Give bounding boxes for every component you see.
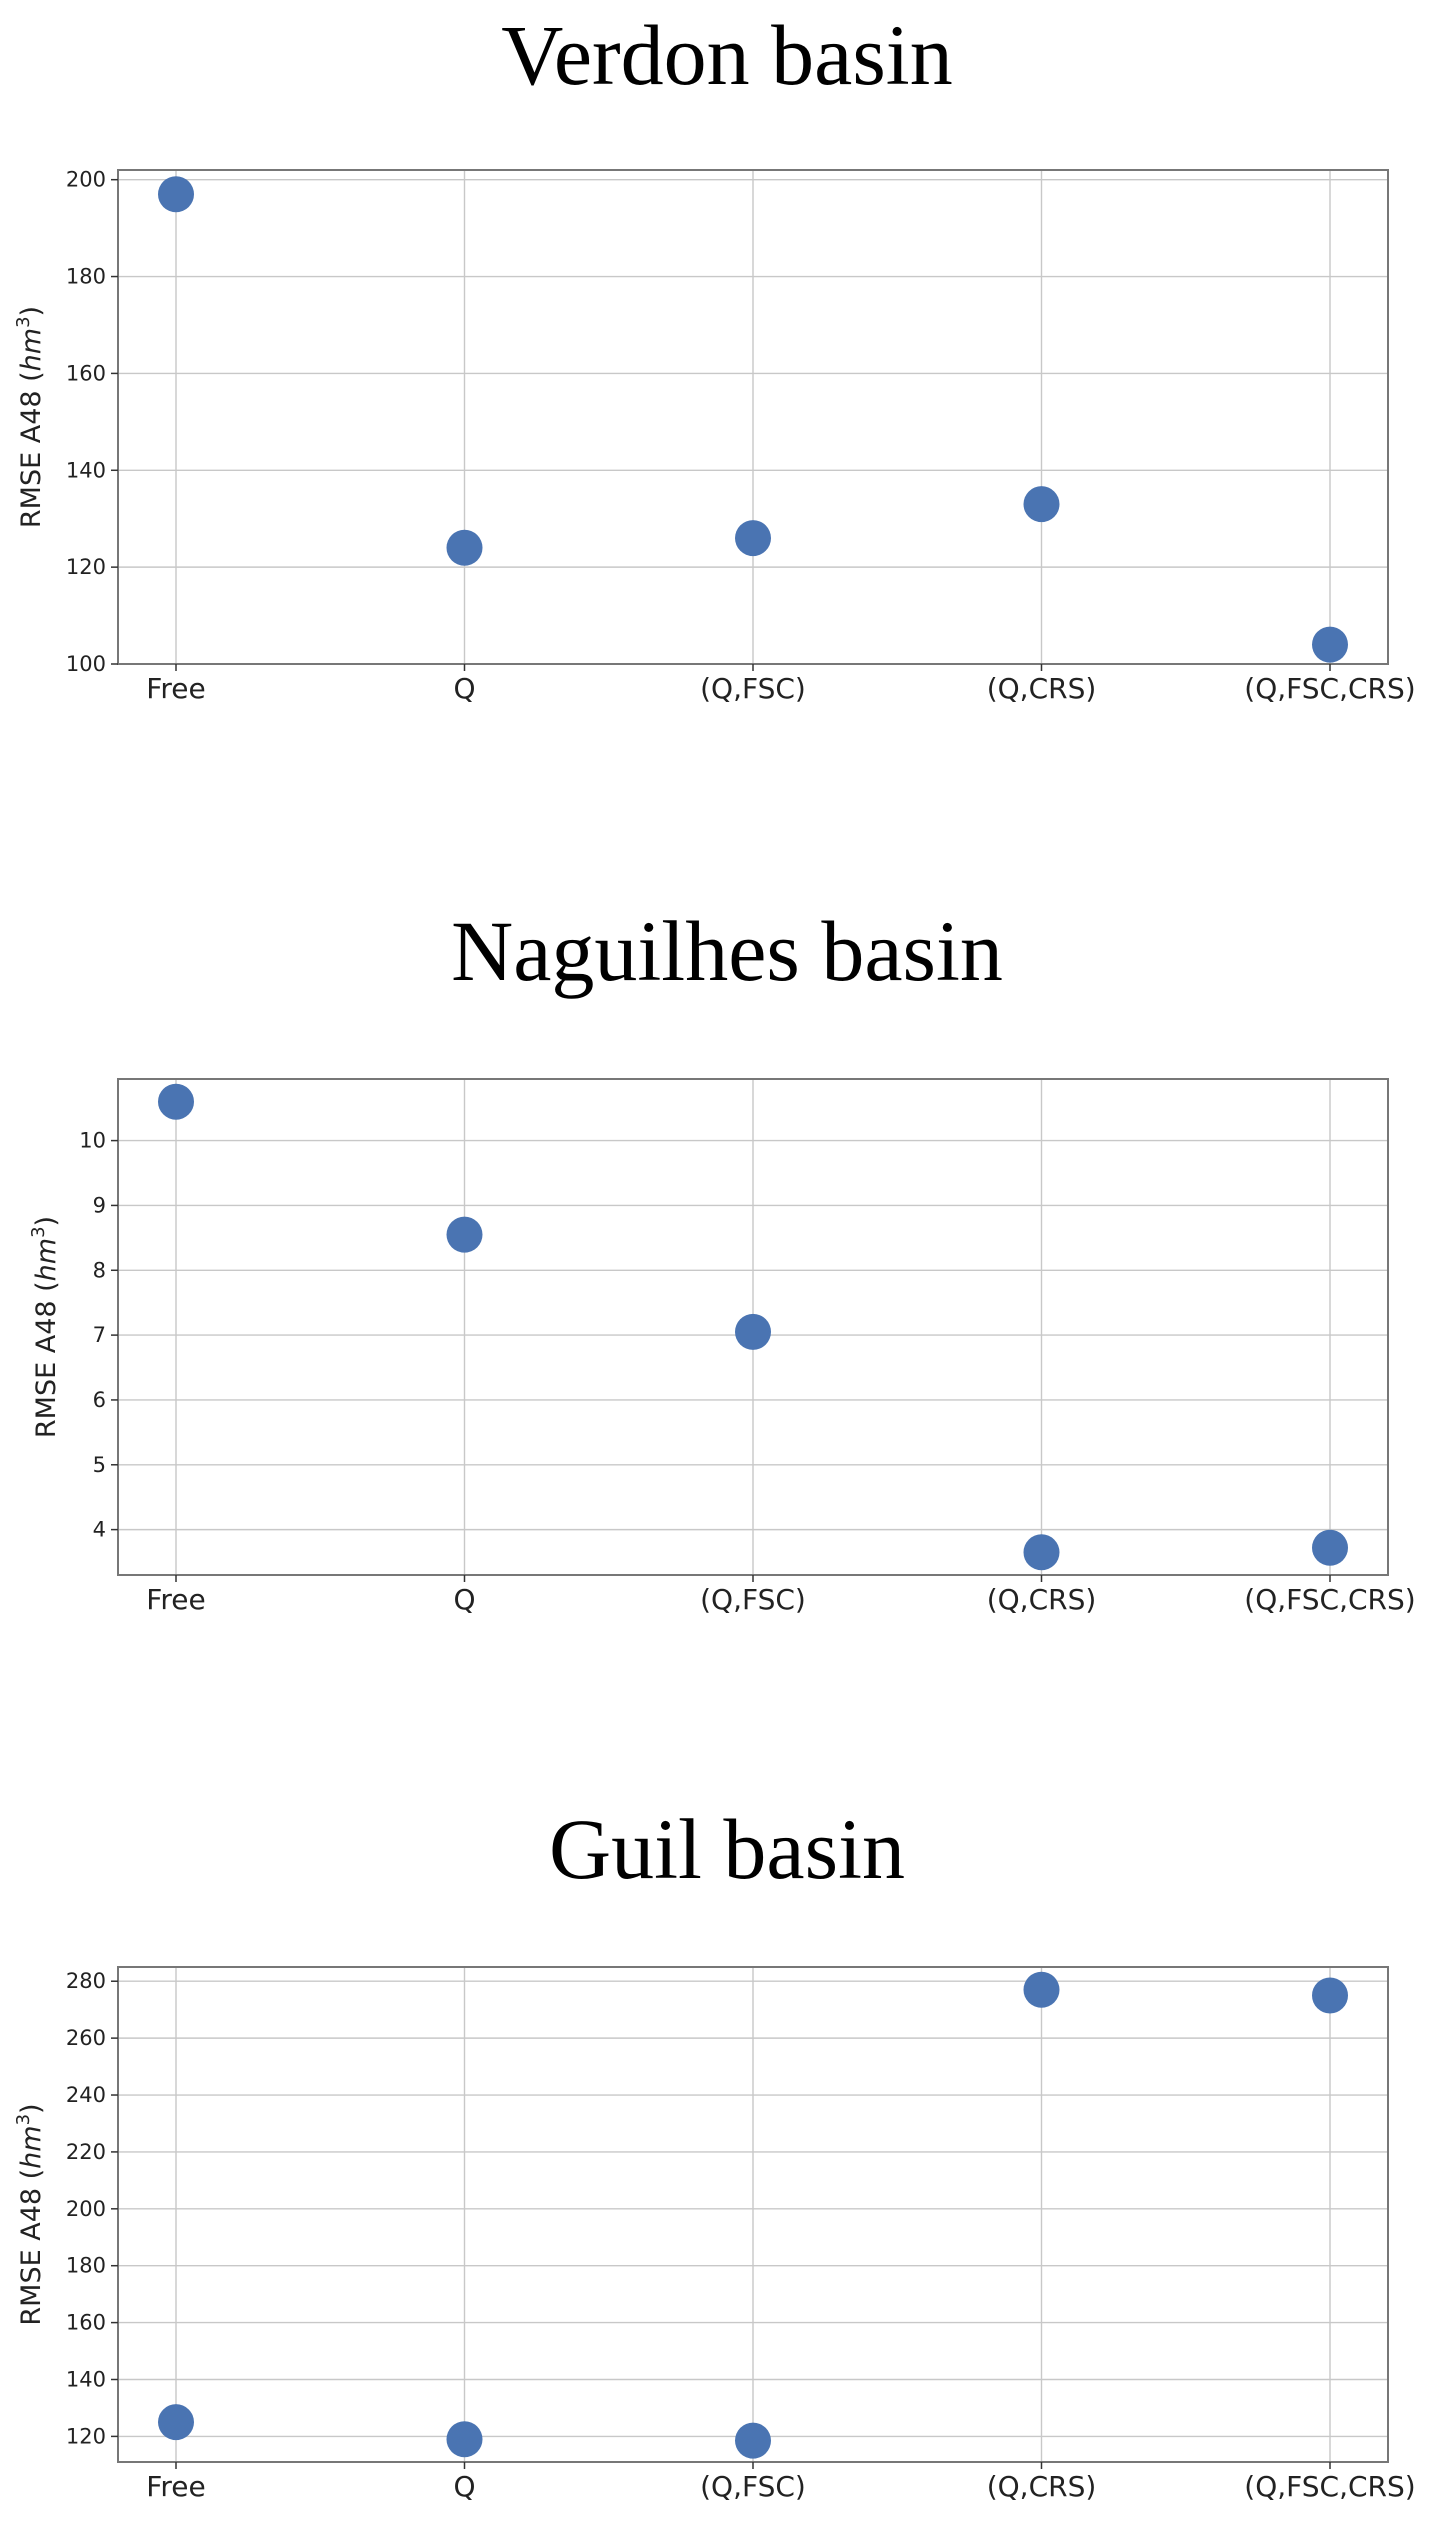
x-tick-label: Q: [453, 1583, 475, 1616]
y-tick-label: 120: [66, 555, 106, 579]
data-point: [1023, 1534, 1060, 1571]
y-axis-label-unit: hm: [16, 2125, 47, 2168]
y-axis-label-close: ): [31, 1216, 62, 1227]
y-tick-label: 180: [66, 2254, 106, 2278]
chart-title: Guil basin: [549, 1801, 905, 1897]
chart-title: Verdon basin: [501, 7, 953, 103]
x-tick-label: (Q,FSC,CRS): [1244, 672, 1415, 705]
data-point: [1312, 1529, 1348, 1566]
y-tick-label: 5: [93, 1453, 106, 1477]
x-tick-label: Q: [453, 672, 475, 705]
y-axis-label-unit: hm: [16, 328, 47, 371]
y-tick-label: 160: [66, 361, 106, 385]
x-tick-label: Q: [453, 2470, 475, 2503]
y-tick-label: 7: [93, 1323, 106, 1347]
data-point: [446, 529, 483, 566]
y-tick-label: 9: [93, 1193, 106, 1217]
y-axis-label-exponent: 3: [13, 2114, 34, 2125]
data-point: [158, 176, 194, 213]
x-tick-label: Free: [146, 2470, 205, 2503]
chart-naguilhes: 4 5 6 7 8 9 10 Free Q (Q,FSC) (Q,CRS) (Q,FSC,CRS) RM…: [28, 1078, 1416, 1616]
y-axis-label: RMSE A48 (hm3): [13, 306, 47, 528]
x-tick-label: Free: [146, 672, 205, 705]
y-tick-label: 140: [66, 458, 106, 482]
y-tick-label: 120: [66, 2424, 106, 2448]
x-tick-label: (Q,FSC): [700, 672, 806, 705]
chart-verdon: 100 120 140 160 180 200 Free Q (Q,FSC) (Q,CRS) (Q,…: [13, 168, 1416, 705]
y-axis-label-unit: hm: [31, 1238, 62, 1281]
chart-title: Naguilhes basin: [451, 903, 1003, 999]
data-point: [1312, 1977, 1348, 2014]
y-tick-label: 10: [79, 1129, 106, 1153]
data-point: [1023, 486, 1060, 523]
y-tick-label: 4: [93, 1518, 106, 1542]
data-point: [1312, 626, 1348, 663]
y-tick-label: 100: [66, 652, 106, 676]
y-axis-label: RMSE A48 (hm3): [28, 1216, 62, 1438]
data-point: [158, 1083, 194, 1120]
data-point: [735, 2422, 771, 2459]
y-axis-label: RMSE A48 (hm3): [13, 2103, 47, 2325]
y-axis-label-close: ): [16, 306, 47, 317]
x-tick-label: (Q,FSC,CRS): [1244, 1583, 1415, 1616]
x-tick-label: (Q,CRS): [987, 1583, 1097, 1616]
y-tick-label: 240: [66, 2083, 106, 2107]
data-point: [446, 2421, 483, 2458]
y-tick-label: 260: [66, 2026, 106, 2050]
y-tick-label: 280: [66, 1969, 106, 1993]
y-tick-label: 140: [66, 2368, 106, 2392]
y-axis-label-text: RMSE A48 (: [16, 371, 47, 528]
data-point: [735, 520, 771, 557]
y-tick-label: 220: [66, 2140, 106, 2164]
y-axis-label-exponent: 3: [28, 1226, 49, 1237]
x-tick-label: (Q,FSC): [700, 1583, 806, 1616]
y-axis-label-exponent: 3: [13, 316, 34, 327]
y-tick-label: 200: [66, 168, 106, 192]
data-point: [1023, 1971, 1060, 2008]
y-tick-label: 180: [66, 265, 106, 289]
x-tick-label: (Q,FSC,CRS): [1244, 2470, 1415, 2503]
data-point: [158, 2404, 194, 2441]
data-point: [735, 1313, 771, 1350]
y-tick-label: 8: [93, 1258, 106, 1282]
data-point: [446, 1216, 483, 1253]
y-tick-label: 160: [66, 2311, 106, 2335]
x-tick-label: (Q,CRS): [987, 2470, 1097, 2503]
y-tick-label: 200: [66, 2197, 106, 2221]
x-tick-label: Free: [146, 1583, 205, 1616]
y-tick-label: 6: [93, 1388, 106, 1412]
y-axis-label-close: ): [16, 2103, 47, 2114]
y-axis-label-text: RMSE A48 (: [31, 1281, 62, 1438]
x-tick-label: (Q,FSC): [700, 2470, 806, 2503]
x-tick-label: (Q,CRS): [987, 672, 1097, 705]
y-axis-label-text: RMSE A48 (: [16, 2169, 47, 2326]
